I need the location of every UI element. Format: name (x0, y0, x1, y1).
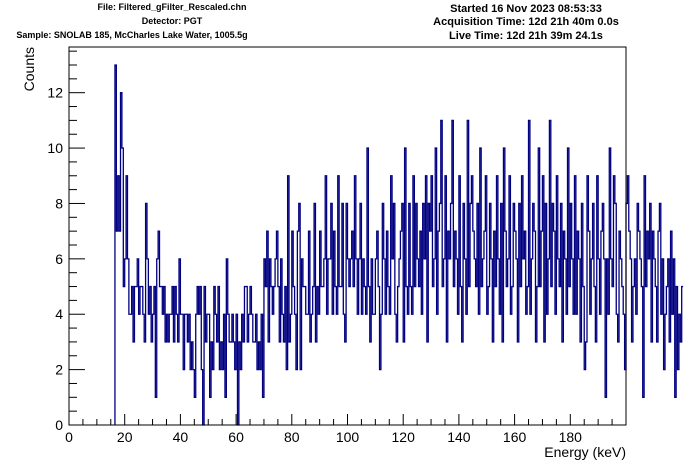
x-tick-label: 40 (173, 429, 189, 445)
detector-label: Detector: PGT (141, 16, 203, 26)
x-tick-label: 20 (117, 429, 133, 445)
y-tick-label: 10 (47, 140, 63, 156)
y-tick-label: 6 (55, 251, 63, 267)
x-tick-label: 160 (503, 429, 527, 445)
x-axis-title: Energy (keV) (544, 444, 626, 460)
x-tick-label: 80 (284, 429, 300, 445)
axis-ticks (68, 50, 613, 426)
y-tick-label: 12 (47, 85, 63, 101)
live-time-label: Live Time: 12d 21h 39m 24.1s (449, 30, 603, 42)
x-tick-label: 140 (447, 429, 471, 445)
y-tick-label: 4 (55, 306, 63, 322)
y-tick-label: 8 (55, 195, 63, 211)
start-time-label: Started 16 Nov 2023 08:53:33 (450, 3, 602, 15)
y-axis-title: Counts (21, 47, 37, 91)
x-tick-label: 100 (336, 429, 360, 445)
acquisition-time-label: Acquisition Time: 12d 21h 40m 0.0s (433, 16, 619, 28)
x-tick-label: 0 (65, 429, 73, 445)
histogram-layer (114, 64, 684, 426)
tick-labels: 0 20 40 60 80 100 120 140 160 180 0 2 4 6 8 10 12 (47, 85, 582, 445)
counts-histogram-line (114, 64, 684, 426)
y-tick-label: 2 (55, 362, 63, 378)
x-tick-label: 180 (559, 429, 583, 445)
x-tick-label: 60 (228, 429, 244, 445)
file-name-label: File: Filtered_gFilter_Rescaled.chn (97, 2, 247, 12)
y-tick-label: 0 (55, 417, 63, 433)
x-tick-label: 120 (392, 429, 416, 445)
sample-label: Sample: SNOLAB 185, McCharles Lake Water… (16, 30, 248, 40)
